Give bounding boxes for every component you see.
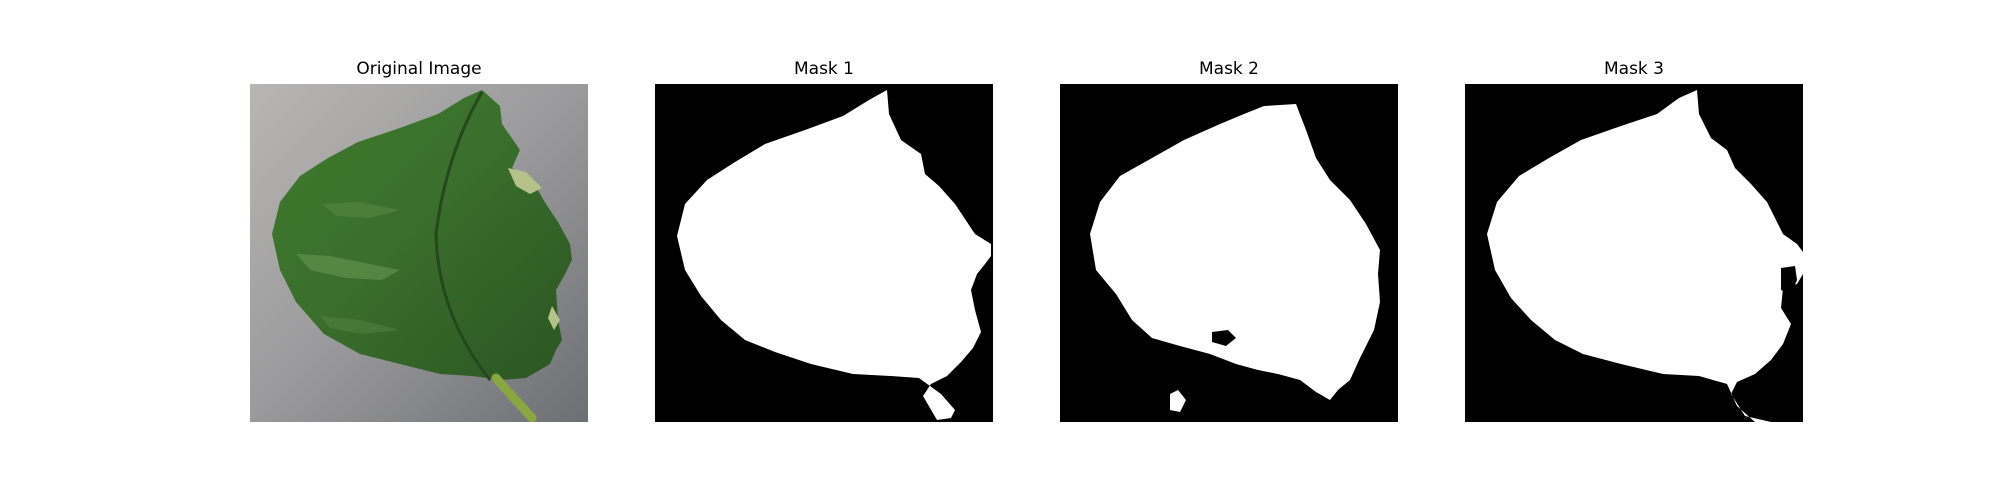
mask-1-panel: Mask 1 [655,56,993,422]
leaf-highlight [322,202,400,218]
leaf-midrib [434,91,492,381]
original-image-panel: Original Image [250,56,588,422]
mask-1-image [655,84,993,422]
leaf-blade [272,90,572,380]
panel-title: Mask 2 [1198,59,1259,79]
mask-3-panel: Mask 3 [1465,56,1803,422]
leaf-damage [548,306,560,330]
mask-3-image [1465,84,1803,422]
leaf-stem [491,373,537,422]
mask-region [1487,90,1803,422]
panel-title: Mask 3 [1603,59,1664,79]
leaf-highlight [320,316,400,334]
mask-region [677,90,991,420]
panel-title: Original Image [356,59,482,79]
original-leaf-image [250,84,588,422]
mask-2-panel: Mask 2 [1060,56,1398,422]
leaf-damage [508,168,542,194]
mask-hole [1781,266,1797,294]
leaf-highlight [296,254,400,280]
mask-region [1090,104,1380,400]
mask-specks [1170,390,1186,412]
mask-2-image [1060,84,1398,422]
mask-hole [1212,330,1236,346]
panel-title: Mask 1 [793,59,854,79]
